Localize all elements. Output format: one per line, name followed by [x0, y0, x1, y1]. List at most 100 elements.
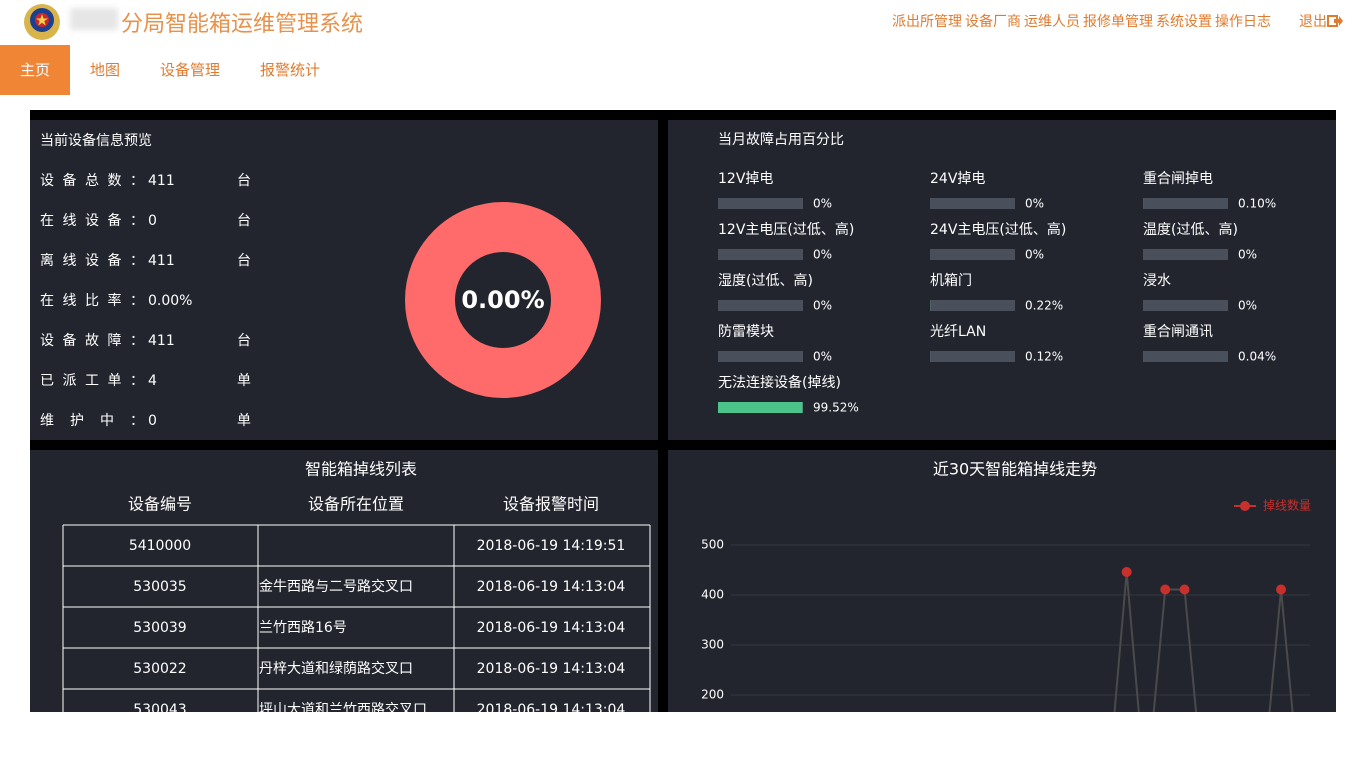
table-header: 设备报警时间 — [503, 495, 599, 514]
table-cell: 530035 — [133, 579, 186, 595]
fault-track — [718, 198, 803, 209]
donut-ring — [405, 202, 601, 398]
table-cell: 坪山大道和兰竹西路交叉口 — [259, 701, 427, 712]
table-cell: 530022 — [133, 661, 186, 677]
top-links: 派出所管理 设备厂商 运维人员 报修单管理 系统设置 操作日志 — [892, 11, 1274, 31]
fault-percent: 0% — [1025, 197, 1044, 211]
fault-track — [930, 351, 1015, 362]
stat-unit: 台 — [237, 173, 251, 189]
dashboard: 当前设备信息预览 设备总数： 411 台在线设备： 0 台离线设备： 411 台在线比率： 0.… — [30, 110, 1336, 712]
fault-track — [930, 300, 1015, 311]
table-cell: 兰竹西路16号 — [259, 620, 347, 636]
fault-name: 24V主电压(过低、高) — [930, 221, 1066, 238]
data-point — [1160, 584, 1171, 595]
nav-link[interactable]: 报修单管理 — [1083, 14, 1153, 30]
fault-percent: 0.12% — [1025, 350, 1063, 364]
panel — [30, 450, 658, 712]
table-cell: 2018-06-19 14:13:04 — [477, 579, 626, 595]
header: 分局智能箱运维管理系统 派出所管理 设备厂商 运维人员 报修单管理 系统设置 操作日志 退… — [0, 0, 1366, 44]
fault-name: 机箱门 — [930, 273, 972, 289]
fault-percent: 0% — [813, 248, 832, 262]
nav-link[interactable]: 设备厂商 — [965, 14, 1021, 30]
panel — [668, 120, 1336, 440]
fault-name: 防雷模块 — [718, 324, 774, 340]
fault-name: 重合闸通讯 — [1143, 324, 1213, 340]
tab[interactable]: 主页 — [0, 45, 70, 95]
table-cell: 2018-06-19 14:19:51 — [477, 538, 626, 554]
fault-percent: 0% — [813, 350, 832, 364]
panel-title: 当前设备信息预览 — [40, 132, 152, 149]
fault-name: 浸水 — [1143, 273, 1171, 289]
stat-unit: 台 — [237, 213, 251, 229]
fault-track — [718, 249, 803, 260]
table-cell: 2018-06-19 14:13:04 — [477, 702, 626, 712]
stat-label: 设备总数： — [40, 172, 144, 189]
stat-value: 411 — [148, 173, 175, 189]
fault-percent: 0% — [1025, 248, 1044, 262]
police-emblem — [24, 4, 60, 40]
y-tick-label: 400 — [701, 588, 724, 602]
stat-unit: 单 — [237, 413, 251, 429]
nav-link[interactable]: 运维人员 — [1024, 14, 1080, 30]
logout-text[interactable]: 退出 — [1299, 14, 1327, 30]
data-point — [1276, 584, 1287, 595]
fault-percent: 0.10% — [1238, 197, 1276, 211]
fault-track — [1143, 249, 1228, 260]
table-cell: 5410000 — [129, 538, 191, 554]
table-title: 智能箱掉线列表 — [305, 460, 417, 479]
fault-percent: 0.04% — [1238, 350, 1276, 364]
table-cell: 金牛西路与二号路交叉口 — [259, 578, 413, 595]
blurred-text — [70, 8, 118, 30]
data-point — [1179, 584, 1190, 595]
tab[interactable]: 地图 — [89, 61, 120, 79]
fault-percent: 99.52% — [813, 401, 859, 415]
stat-label: 已派工单： — [40, 373, 144, 389]
table-cell: 530043 — [133, 702, 186, 712]
stat-value: 411 — [148, 333, 175, 349]
y-tick-label: 500 — [701, 538, 724, 552]
tab[interactable]: 报警统计 — [259, 61, 320, 79]
logout-icon — [1327, 15, 1343, 27]
system-title: 分局智能箱运维管理系统 — [121, 12, 364, 37]
fault-percent: 0% — [813, 299, 832, 313]
fault-track — [930, 249, 1015, 260]
fault-name: 无法连接设备(掉线) — [718, 374, 841, 391]
fault-track — [1143, 300, 1228, 311]
fault-name: 12V掉电 — [718, 171, 773, 187]
fault-bar — [718, 402, 803, 413]
legend-label: 掉线数量 — [1263, 498, 1311, 513]
stat-label: 设备故障： — [40, 332, 144, 349]
tab[interactable]: 设备管理 — [159, 61, 220, 79]
fault-name: 温度(过低、高) — [1143, 221, 1238, 238]
stat-label: 离线设备： — [40, 252, 144, 269]
fault-name: 重合闸掉电 — [1143, 171, 1213, 187]
nav-link[interactable]: 派出所管理 — [892, 14, 962, 30]
y-tick-label: 200 — [701, 688, 724, 702]
stat-label: 在线比率： — [40, 292, 144, 309]
logout[interactable]: 退出 — [1299, 11, 1343, 31]
stat-value: 411 — [148, 253, 175, 269]
stat-unit: 单 — [237, 373, 251, 389]
fault-name: 12V主电压(过低、高) — [718, 221, 854, 238]
stat-unit: 台 — [237, 333, 251, 349]
table-header: 设备所在位置 — [308, 495, 404, 514]
fault-track — [1143, 351, 1228, 362]
stat-label: 在线设备： — [40, 212, 144, 229]
table-cell: 2018-06-19 14:13:04 — [477, 620, 626, 636]
data-point — [1121, 567, 1132, 577]
y-tick-label: 300 — [701, 638, 724, 652]
nav-link[interactable]: 操作日志 — [1215, 14, 1271, 30]
stat-unit: 台 — [237, 253, 251, 269]
fault-track — [1143, 198, 1228, 209]
nav-link[interactable]: 系统设置 — [1156, 14, 1212, 30]
fault-percent: 0.22% — [1025, 299, 1063, 313]
table-cell: 2018-06-19 14:13:04 — [477, 661, 626, 677]
fault-percent: 0% — [1238, 248, 1257, 262]
chart-title: 近30天智能箱掉线走势 — [933, 460, 1097, 479]
stat-value: 4 — [148, 373, 157, 389]
stat-value: 0 — [148, 213, 157, 229]
fault-name: 湿度(过低、高) — [718, 272, 813, 289]
